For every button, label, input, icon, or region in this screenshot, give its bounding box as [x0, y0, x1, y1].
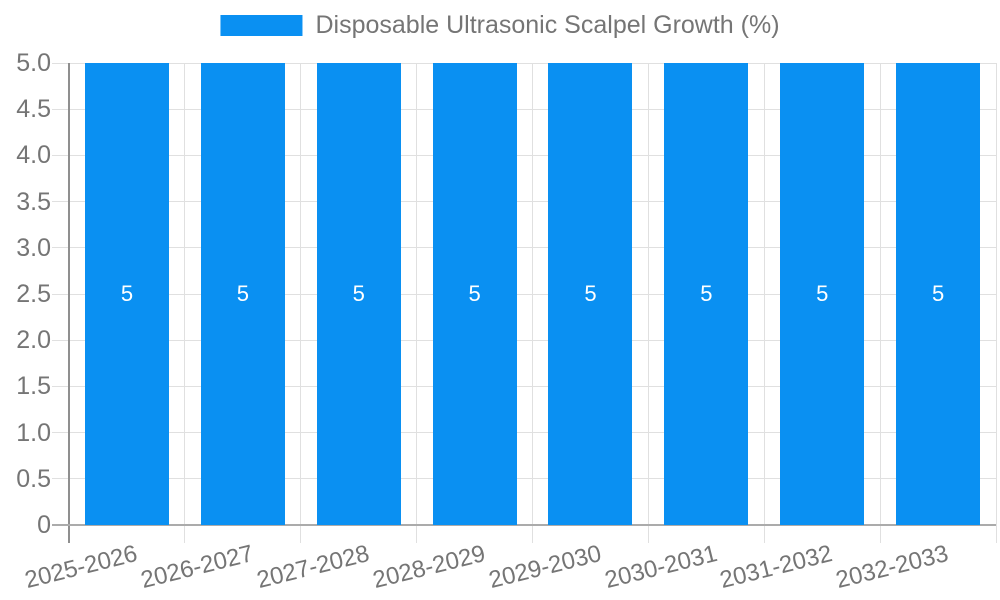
x-gridline — [184, 63, 186, 543]
y-gridline — [52, 108, 996, 110]
x-gridline — [763, 63, 765, 543]
bar[interactable]: 5 — [664, 63, 749, 525]
bar[interactable]: 5 — [200, 63, 285, 525]
x-axis-tick-label: 2026-2027 — [138, 540, 257, 594]
y-axis-tick-label: 3.0 — [16, 233, 51, 262]
y-axis-tick-label: 1.5 — [16, 372, 51, 401]
x-gridline — [416, 63, 418, 543]
y-gridline — [52, 385, 996, 387]
legend-swatch — [220, 15, 303, 36]
x-axis-line — [52, 524, 996, 526]
legend-item[interactable]: Disposable Ultrasonic Scalpel Growth (%) — [220, 11, 780, 39]
x-gridline — [647, 63, 649, 543]
y-gridline — [52, 154, 996, 156]
bar-value-label: 5 — [816, 281, 829, 306]
bar-value-label: 5 — [352, 281, 365, 306]
y-axis-tick-label: 0 — [37, 511, 51, 539]
bar-value-label: 5 — [468, 281, 481, 306]
x-axis-tick-label: 2030-2031 — [601, 540, 720, 594]
y-gridline — [52, 247, 996, 249]
legend-label: Disposable Ultrasonic Scalpel Growth (%) — [315, 11, 780, 39]
bar-value-label: 5 — [236, 281, 249, 306]
y-gridline — [52, 339, 996, 341]
x-gridline — [879, 63, 881, 543]
bar[interactable]: 5 — [84, 63, 169, 525]
bar[interactable]: 5 — [896, 63, 981, 525]
y-axis-tick-label: 0.5 — [16, 464, 51, 493]
bar-value-label: 5 — [700, 281, 713, 306]
bar-value-label: 5 — [584, 281, 597, 306]
y-axis-tick-label: 5.0 — [16, 49, 51, 77]
y-axis-line — [68, 63, 70, 543]
y-axis-tick-label: 2.5 — [16, 280, 51, 308]
y-axis-tick-label: 2.0 — [16, 326, 51, 355]
x-gridline — [995, 63, 997, 543]
x-axis-tick-label: 2028-2029 — [369, 540, 488, 594]
x-axis-tick-label: 2025-2026 — [22, 540, 141, 594]
y-axis-tick-label: 3.5 — [16, 187, 51, 216]
y-gridline — [52, 62, 996, 64]
y-axis-tick-label: 1.0 — [16, 418, 51, 447]
y-gridline — [52, 478, 996, 480]
bar-value-label: 5 — [931, 281, 945, 306]
y-axis-tick-label: 4.0 — [16, 141, 51, 170]
bar[interactable]: 5 — [316, 63, 401, 525]
y-axis-tick-label: 4.5 — [16, 95, 51, 124]
x-axis-tick-label: 2031-2032 — [717, 540, 836, 594]
bar-value-label: 5 — [120, 281, 134, 306]
bar[interactable]: 5 — [548, 63, 633, 525]
y-gridline — [52, 201, 996, 203]
x-gridline — [300, 63, 302, 543]
bar[interactable]: 5 — [780, 63, 865, 525]
x-axis-tick-label: 2029-2030 — [485, 540, 604, 594]
bar[interactable]: 5 — [432, 63, 517, 525]
x-axis-tick-label: 2032-2033 — [833, 540, 952, 594]
x-gridline — [532, 63, 533, 543]
x-axis-tick-label: 2027-2028 — [254, 540, 372, 594]
y-gridline — [52, 293, 996, 295]
y-gridline — [52, 432, 996, 434]
